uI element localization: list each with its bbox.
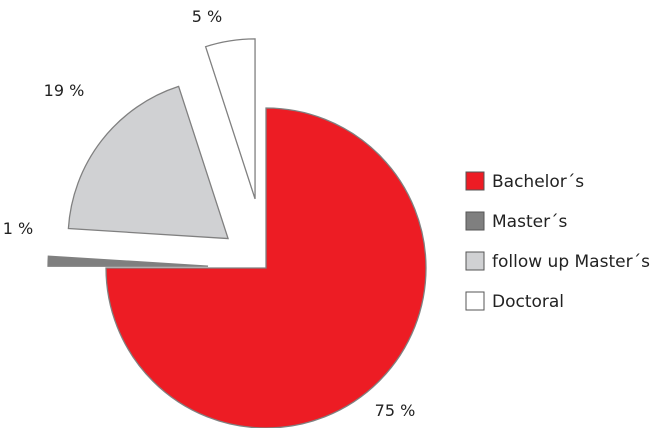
- legend-swatch-master-s: [465, 211, 485, 231]
- legend-item-master-s: Master´s: [465, 211, 568, 232]
- legend-swatch-bachelor-s: [465, 171, 485, 191]
- value-label-master-s: 1 %: [3, 219, 33, 238]
- legend-item-follow-up-master-s: follow up Master´s: [465, 251, 650, 272]
- legend-label-master-s: Master´s: [492, 212, 568, 232]
- pie-slices: [47, 38, 427, 428]
- legend-swatch-doctoral: [465, 291, 485, 311]
- value-label-bachelor-s: 75 %: [375, 401, 416, 420]
- legend-item-doctoral: Doctoral: [465, 291, 564, 312]
- legend-item-bachelor-s: Bachelor´s: [465, 171, 584, 192]
- pie-slice-bachelor-s: [105, 107, 427, 428]
- legend-label-doctoral: Doctoral: [492, 292, 564, 312]
- pie-value-labels: 75 % 1 % 19 % 5 %: [3, 7, 416, 420]
- pie-slice-master-s: [47, 255, 209, 267]
- value-label-doctoral: 5 %: [192, 7, 222, 26]
- value-label-follow-up-master-s: 19 %: [44, 81, 85, 100]
- legend-label-bachelor-s: Bachelor´s: [492, 172, 584, 192]
- legend-swatch-follow-up-master-s: [465, 251, 485, 271]
- legend: Bachelor´s Master´s follow up Master´s Doct…: [465, 171, 650, 312]
- pie-slice-follow-up-master-s: [67, 85, 229, 240]
- legend-label-follow-up-master-s: follow up Master´s: [492, 252, 650, 272]
- pie-slice-doctoral: [204, 38, 256, 200]
